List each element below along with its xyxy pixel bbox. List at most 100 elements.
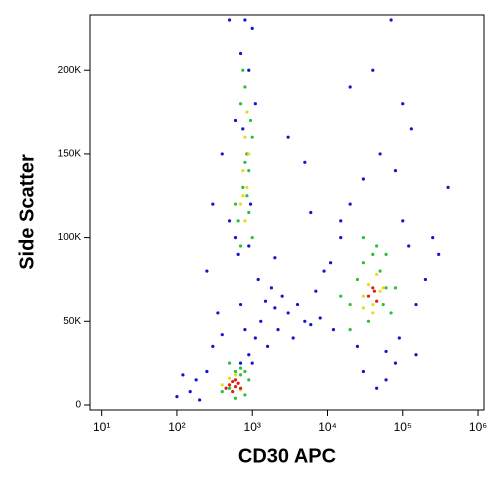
event-dot <box>366 282 371 287</box>
event-dot <box>233 236 238 240</box>
event-dot <box>259 319 263 323</box>
y-axis-title: Side Scatter <box>16 154 38 270</box>
event-dot <box>241 194 245 198</box>
event-dot <box>211 344 215 348</box>
event-dot <box>220 333 224 337</box>
event-dot <box>339 236 343 240</box>
event-dot <box>366 294 371 298</box>
event-dot <box>361 177 366 181</box>
event-dot <box>309 323 313 327</box>
y-tick-label: 100K <box>58 232 82 243</box>
event-dot <box>175 395 179 399</box>
event-dot <box>211 202 215 206</box>
event-dot <box>247 152 251 156</box>
event-dot <box>205 369 209 374</box>
event-dot <box>366 319 371 323</box>
event-dot <box>401 219 405 223</box>
event-dot <box>446 185 450 189</box>
event-dot <box>250 236 254 240</box>
event-dot <box>245 110 249 114</box>
event-dot <box>397 336 401 340</box>
event-dot <box>378 289 382 293</box>
event-dot <box>371 252 375 256</box>
event-dot <box>371 68 375 72</box>
event-dot <box>389 18 393 22</box>
event-dot <box>250 26 254 30</box>
event-dot <box>181 373 185 377</box>
event-dot <box>231 379 235 384</box>
event-dot <box>393 286 398 290</box>
event-dot <box>322 269 326 273</box>
event-dot <box>361 369 366 374</box>
event-dot <box>243 85 247 89</box>
event-dot <box>245 194 249 198</box>
x-tick-label: 10³ <box>244 420 261 434</box>
event-dot <box>303 160 307 164</box>
event-dot <box>220 383 224 387</box>
event-dot <box>233 396 238 400</box>
event-dot <box>233 378 238 382</box>
event-dot <box>238 202 243 206</box>
event-dot <box>241 185 245 189</box>
event-dot <box>314 289 318 293</box>
event-dot <box>355 344 360 348</box>
event-dot <box>401 102 405 106</box>
event-dot <box>241 127 245 131</box>
event-dot <box>243 160 247 164</box>
event-dot <box>375 272 379 277</box>
event-dot <box>245 185 249 189</box>
event-dot <box>423 277 428 282</box>
event-dot <box>393 169 398 173</box>
event-dot <box>339 219 343 223</box>
event-dot <box>414 302 418 307</box>
event-dot <box>371 311 375 315</box>
event-dot <box>265 344 270 348</box>
event-dot <box>273 256 277 260</box>
event-dot <box>329 261 333 265</box>
event-dot <box>205 269 209 273</box>
event-dot <box>276 328 280 332</box>
event-dot <box>371 286 375 290</box>
event-dot <box>227 383 232 387</box>
event-dot <box>224 386 228 390</box>
event-dot <box>348 202 352 206</box>
event-dot <box>233 373 238 377</box>
event-dot <box>381 286 385 290</box>
event-dot <box>247 210 251 215</box>
event-dot <box>243 328 247 332</box>
event-dot <box>236 381 240 385</box>
event-dot <box>361 261 366 265</box>
event-dot <box>248 118 253 123</box>
event-dot <box>414 353 418 357</box>
event-dot <box>384 378 388 382</box>
event-dot <box>331 328 336 332</box>
event-dot <box>238 244 243 248</box>
event-dot <box>233 384 238 389</box>
event-dot <box>309 210 313 215</box>
x-axis-title: CD30 APC <box>238 445 336 467</box>
event-dot <box>243 219 247 223</box>
event-dot <box>220 152 224 156</box>
x-tick-label: 10⁶ <box>469 420 487 434</box>
event-dot <box>372 289 377 293</box>
event-dot <box>194 378 198 382</box>
event-dot <box>247 353 251 357</box>
event-dot <box>197 398 202 402</box>
plot-frame <box>89 14 485 411</box>
event-dot <box>227 386 232 390</box>
event-dot <box>378 152 382 156</box>
event-dot <box>280 294 284 298</box>
event-dot <box>378 269 382 273</box>
event-dot <box>431 236 435 240</box>
x-tick-label: 10⁴ <box>318 420 337 434</box>
event-dot <box>238 361 243 365</box>
event-dot <box>253 102 257 106</box>
event-dot <box>273 306 277 310</box>
event-dot <box>291 336 295 340</box>
event-dot <box>286 135 290 139</box>
event-dot <box>384 286 388 290</box>
event-dot <box>220 389 224 394</box>
event-dot <box>375 386 379 390</box>
